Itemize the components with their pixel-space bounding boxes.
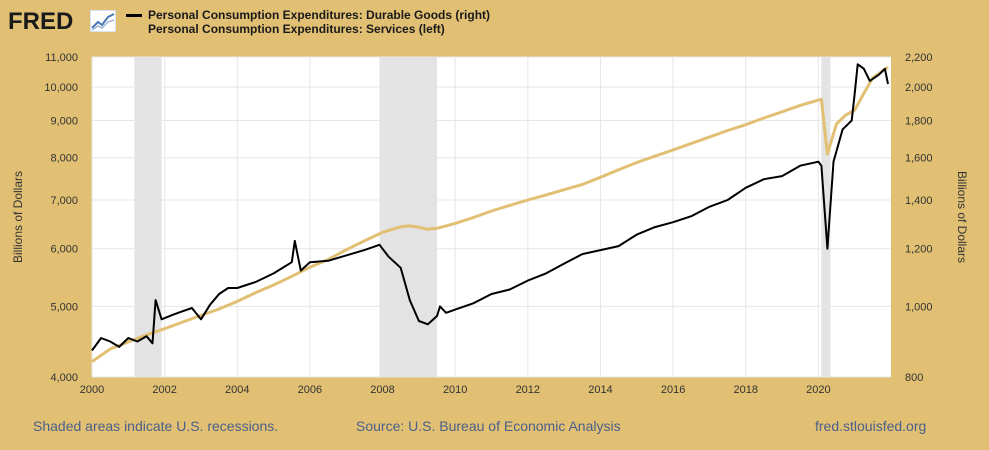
y-tick-label-right: 1,200 — [905, 244, 933, 256]
gridlines — [91, 56, 891, 378]
site-link[interactable]: fred.stlouisfed.org — [815, 418, 927, 434]
x-tick-label: 2004 — [225, 384, 249, 396]
y-tick-label-left: 9,000 — [50, 115, 78, 127]
y-tick-label-right: 2,000 — [905, 82, 933, 94]
legend-item-services[interactable]: Personal Consumption Expenditures: Servi… — [126, 22, 490, 36]
y-tick-label-right: 800 — [905, 372, 923, 384]
series-line-services — [91, 65, 889, 363]
series-lines — [91, 63, 889, 363]
legend-label-durable-goods: Personal Consumption Expenditures: Durab… — [148, 8, 491, 22]
y-tick-label-left: 8,000 — [50, 153, 78, 165]
trend-chart-icon — [90, 10, 116, 32]
recession-band — [379, 57, 438, 377]
x-tick-label: 2016 — [661, 384, 685, 396]
y-tick-label-right: 1,400 — [905, 195, 933, 207]
x-tick-label: 2012 — [516, 384, 540, 396]
y-axis-label-left: Billions of Dollars — [11, 171, 25, 263]
x-tick-label: 2018 — [733, 384, 757, 396]
x-tick-label: 2002 — [152, 384, 176, 396]
y-tick-label-left: 4,000 — [50, 372, 78, 384]
series-line-durable-goods — [91, 63, 889, 352]
y-tick-label-left: 11,000 — [45, 52, 78, 64]
y-tick-label-left: 6,000 — [50, 244, 78, 256]
y-tick-label-right: 2,200 — [905, 52, 933, 64]
x-axis-ticks: 2000 2002 2004 2006 2008 2010 2012 2014 2016 2018… — [80, 384, 831, 396]
source-note: Source: U.S. Bureau of Economic Analysis — [356, 418, 621, 434]
right-axis-ticks: 800 1,000 1,200 1,400 1,600 1,800 2,000 2,200 — [905, 52, 933, 384]
left-axis-ticks: 4,000 5,000 6,000 7,000 8,000 9,000 10,000 11,0… — [44, 52, 78, 384]
y-tick-label-left: 10,000 — [44, 82, 78, 94]
x-tick-label: 2020 — [806, 384, 830, 396]
x-tick-label: 2000 — [80, 384, 104, 396]
y-tick-label-left: 7,000 — [50, 195, 78, 207]
x-tick-label: 2010 — [443, 384, 467, 396]
recession-note: Shaded areas indicate U.S. recessions. — [33, 418, 279, 434]
y-tick-label-right: 1,600 — [905, 153, 933, 165]
x-tick-label: 2008 — [370, 384, 394, 396]
legend-swatch-durable-goods — [126, 13, 142, 17]
y-tick-label-right: 1,000 — [905, 301, 933, 313]
y-tick-label-left: 5,000 — [50, 301, 78, 313]
legend-label-services: Personal Consumption Expenditures: Servi… — [148, 22, 445, 36]
recession-band — [134, 57, 162, 377]
y-axis-label-right: Billions of Dollars — [955, 171, 969, 263]
chart-legend: Personal Consumption Expenditures: Durab… — [126, 8, 490, 36]
chart-svg: 4,000 5,000 6,000 7,000 8,000 9,000 10,000 11,0… — [11, 52, 969, 396]
x-tick-label: 2006 — [298, 384, 322, 396]
x-tick-label: 2014 — [588, 384, 612, 396]
plot-background — [92, 57, 891, 377]
legend-item-durable-goods[interactable]: Personal Consumption Expenditures: Durab… — [126, 8, 490, 22]
y-tick-label-right: 1,800 — [905, 115, 933, 127]
fred-logo[interactable]: FRED — [8, 8, 74, 35]
